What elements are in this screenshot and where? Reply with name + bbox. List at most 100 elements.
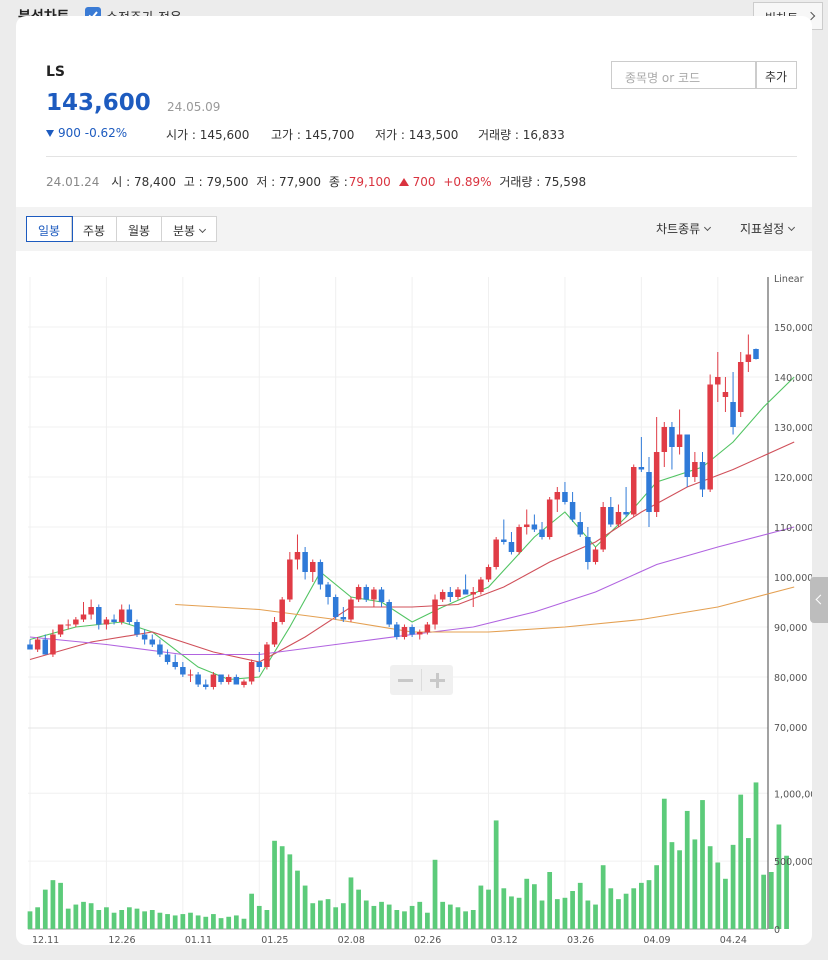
x-tick-label: 01.11: [185, 935, 212, 945]
volume-bar: [447, 904, 453, 929]
volume-bar: [310, 903, 316, 929]
candle-body: [310, 562, 316, 572]
candle-body: [141, 634, 148, 640]
volume-bar: [600, 865, 606, 929]
candle-body: [325, 584, 331, 597]
volume-bar: [547, 872, 553, 929]
candle-body: [164, 654, 171, 662]
candle-body: [737, 362, 744, 412]
candle-body: [118, 609, 125, 622]
volume-bar: [50, 880, 56, 929]
indicator-settings-dropdown[interactable]: 지표설정: [740, 220, 796, 237]
x-tick-label: 01.25: [261, 935, 288, 945]
candle-body: [88, 607, 94, 615]
volume-bar: [463, 911, 468, 929]
side-panel-handle[interactable]: [810, 577, 828, 623]
chevron-left-icon: [815, 594, 826, 605]
volume-bar: [27, 911, 33, 929]
candle-body: [65, 624, 71, 626]
volume-bar: [516, 897, 522, 929]
candle-body: [539, 529, 545, 537]
hover-change: 700: [412, 175, 436, 189]
candle-body: [348, 599, 354, 620]
price-tick-label: 130,000: [774, 423, 812, 434]
zoom-divider: [421, 669, 422, 691]
volume-bar: [340, 903, 346, 929]
candle-body: [516, 527, 522, 552]
volume-bar: [264, 910, 270, 929]
volume-bar: [707, 846, 713, 929]
volume-bar: [348, 877, 354, 929]
chart-type-dropdown[interactable]: 차트종류: [656, 220, 712, 237]
chevron-down-icon: [199, 225, 207, 234]
tab-daily[interactable]: 일봉: [26, 216, 73, 242]
candle-body: [172, 662, 178, 667]
trade-volume: 거래량 : 16,833: [478, 128, 565, 142]
price-tick-label: 150,000: [774, 323, 812, 334]
candle-body: [256, 662, 263, 667]
tab-monthly[interactable]: 월봉: [117, 217, 162, 241]
candle-body: [470, 592, 476, 595]
volume-bar: [745, 838, 751, 929]
candle-body: [386, 602, 392, 625]
tab-weekly[interactable]: 주봉: [72, 217, 117, 241]
candle-body: [478, 579, 484, 592]
hover-change-percent: +0.89%: [443, 175, 492, 189]
tab-minute[interactable]: 분봉: [162, 217, 216, 241]
stock-name: LS: [46, 64, 66, 80]
price-tick-label: 120,000: [774, 473, 812, 484]
volume-bar: [394, 910, 400, 929]
volume-bar: [761, 874, 767, 929]
volume-bar: [570, 891, 575, 929]
candle-body: [501, 539, 507, 542]
x-tick-label: 12.26: [108, 935, 135, 945]
add-stock-button[interactable]: 추가: [756, 61, 797, 89]
volume-bar: [593, 904, 598, 929]
volume-bar: [333, 907, 339, 929]
up-triangle-icon: [398, 178, 409, 186]
candle-body: [264, 644, 270, 667]
volume-bar: [142, 911, 148, 929]
volume-bar: [654, 865, 660, 929]
chevron-down-icon: [788, 223, 796, 232]
candle-body: [80, 614, 87, 620]
volume-bar: [409, 905, 415, 929]
volume-bar: [577, 882, 583, 929]
stock-search-input[interactable]: [611, 61, 756, 89]
volume-bar: [211, 914, 216, 929]
candle-body: [485, 567, 492, 580]
zoom-out-button[interactable]: [390, 665, 421, 695]
period-tabs: 일봉 주봉 월봉 분봉: [26, 216, 217, 242]
price-volume-chart[interactable]: Linear 150,000 140,000 130,000 120,000 110,00…: [16, 251, 812, 945]
volume-bar: [425, 912, 430, 929]
candle-body: [378, 589, 385, 602]
candle-body: [111, 619, 117, 622]
zoom-in-button[interactable]: [422, 665, 453, 695]
volume-bar: [432, 859, 438, 929]
volume-bar: [478, 885, 484, 929]
volume-bar: [470, 910, 476, 929]
candle-body: [646, 472, 652, 512]
volume-bar: [646, 880, 652, 929]
candle-body: [730, 402, 736, 427]
volume-bar: [180, 914, 186, 929]
candle-body: [630, 467, 637, 515]
volume-bar: [684, 810, 690, 929]
candle-body: [332, 597, 339, 617]
price-tick-label: 110,000: [774, 523, 812, 534]
hover-close: 79,100: [348, 175, 391, 189]
volume-bar: [417, 901, 423, 929]
volume-bar: [88, 903, 94, 929]
candle-body: [562, 492, 568, 502]
candle-body: [447, 592, 454, 597]
volume-bar: [272, 840, 277, 929]
divider: [46, 156, 797, 157]
moving-average-line-ma60: [29, 526, 795, 656]
volume-bar: [562, 897, 568, 929]
volume-bar: [455, 907, 461, 929]
candle-body: [394, 624, 400, 637]
volume-bar: [493, 820, 499, 929]
candle-body: [96, 607, 102, 625]
candle-body: [355, 587, 362, 600]
candle-body: [577, 522, 583, 535]
